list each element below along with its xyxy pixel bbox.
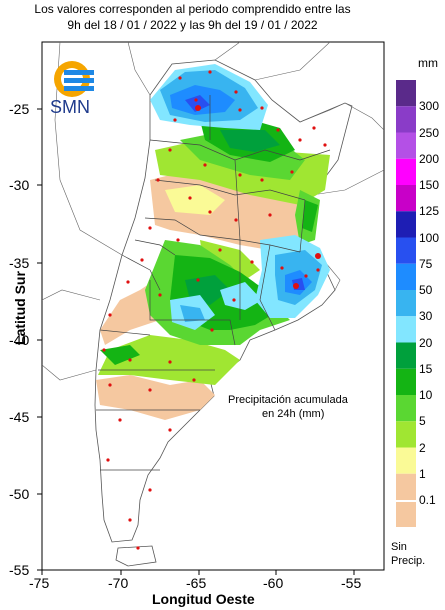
legend-color-bar <box>396 80 416 500</box>
y-axis-title: Latitud Sur <box>12 271 28 345</box>
legend-swatch-250 <box>396 106 416 133</box>
legend-swatch-20 <box>396 316 416 343</box>
x-tick-3: -65 <box>186 575 207 591</box>
legend-swatch-200 <box>396 132 416 159</box>
legend-label-1: 1 <box>419 466 426 481</box>
legend-label-15: 15 <box>419 361 433 376</box>
legend-swatch-50 <box>396 263 416 290</box>
station-dots <box>102 70 327 550</box>
y-tick-1: -25 <box>9 101 30 117</box>
y-tick-6: -50 <box>9 486 30 502</box>
y-tick-7: -55 <box>9 562 30 578</box>
legend-label-5: 5 <box>419 414 426 429</box>
y-tick-2: -30 <box>9 177 30 193</box>
legend-label-200: 200 <box>419 151 440 166</box>
legend-swatch-300 <box>396 80 416 107</box>
legend-swatch-1 <box>396 447 416 474</box>
legend-no-precip-line-2: Precip. <box>391 555 426 567</box>
legend-no-precip-swatch <box>396 502 416 527</box>
x-tick-5: -55 <box>341 575 362 591</box>
neighbour-borders <box>42 42 384 381</box>
legend-label-30: 30 <box>419 309 433 324</box>
legend-swatch-30 <box>396 290 416 317</box>
x-axis <box>41 570 355 575</box>
header-line-2: 9h del 18 / 01 / 2022 y las 9h del 19 / … <box>67 18 318 32</box>
legend-label-150: 150 <box>419 178 440 192</box>
y-tick-5: -45 <box>9 409 30 425</box>
legend-swatch-2 <box>396 421 416 448</box>
x-tick-2: -70 <box>108 575 129 591</box>
y-axis <box>37 108 42 571</box>
map-content <box>42 42 384 567</box>
y-tick-3: -35 <box>9 255 30 271</box>
y-tick-4: -40 <box>9 332 30 348</box>
smn-logo-text: SMN <box>50 97 90 117</box>
x-axis-title: Longitud Oeste <box>152 591 255 607</box>
legend-label-100: 100 <box>419 230 440 245</box>
legend-swatch-5 <box>396 395 416 422</box>
legend-swatch-0.1 <box>396 473 416 500</box>
annotation-line-1: Precipitación acumulada <box>228 394 348 406</box>
legend-unit: mm <box>418 56 438 70</box>
legend-no-precip-line-1: Sin <box>391 541 407 553</box>
legend-swatch-75 <box>396 237 416 264</box>
legend-label-50: 50 <box>419 283 433 297</box>
legend-label-20: 20 <box>419 335 433 350</box>
legend-swatch-100 <box>396 211 416 238</box>
legend-label-10: 10 <box>419 388 433 402</box>
legend-label-2: 2 <box>419 440 426 455</box>
x-tick-4: -60 <box>263 575 284 591</box>
legend-label-125: 125 <box>419 204 440 219</box>
header-line-1: Los valores corresponden al periodo comp… <box>34 2 351 16</box>
x-tick-1: -75 <box>29 575 50 591</box>
legend-swatch-10 <box>396 368 416 395</box>
legend-swatch-15 <box>396 342 416 369</box>
legend-swatch-125 <box>396 185 416 212</box>
tierra-del-fuego <box>115 545 157 567</box>
legend-label-0.1: 0.1 <box>419 493 436 507</box>
smn-logo <box>54 61 94 97</box>
legend-label-250: 250 <box>419 125 440 140</box>
legend-label-300: 300 <box>419 99 440 114</box>
province-borders <box>96 95 331 471</box>
heavy-rain-markers <box>195 105 321 289</box>
legend-swatch-150 <box>396 158 416 185</box>
annotation-line-2: en 24h (mm) <box>262 408 325 420</box>
legend-label-75: 75 <box>419 256 433 271</box>
